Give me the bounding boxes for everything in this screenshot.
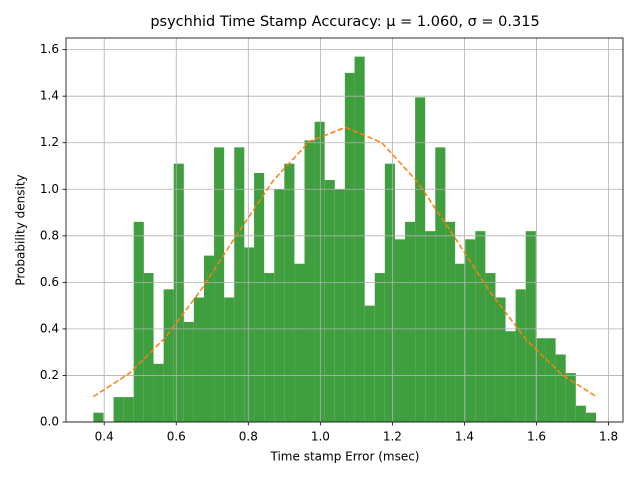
bar [445, 221, 456, 422]
bar [555, 354, 566, 422]
x-tick-label: 1.2 [383, 430, 402, 444]
y-axis-label: Probability density [14, 174, 28, 285]
bar [495, 297, 506, 422]
x-tick-label: 0.4 [95, 430, 114, 444]
bar [163, 289, 174, 422]
bar [354, 56, 365, 422]
x-tick-label: 1.8 [599, 430, 618, 444]
bar [294, 263, 305, 422]
bar [435, 147, 446, 422]
bar [234, 147, 245, 422]
bar [183, 321, 194, 422]
x-axis-label: Time stamp Error (msec) [270, 450, 420, 464]
bar [93, 412, 104, 422]
y-tick-label: 0.6 [40, 275, 59, 289]
bar [575, 405, 586, 422]
bar [535, 338, 546, 422]
y-tick-label: 1.6 [40, 42, 59, 56]
y-tick-label: 1.0 [40, 182, 59, 196]
y-tick-label: 1.2 [40, 135, 59, 149]
bar [304, 140, 315, 422]
bar [113, 397, 124, 422]
x-tick-label: 0.8 [239, 430, 258, 444]
bar [545, 338, 556, 422]
y-tick-label: 0.2 [40, 368, 59, 382]
x-tick-label: 1.4 [455, 430, 474, 444]
bar [123, 397, 134, 422]
bar [274, 189, 285, 422]
bar [284, 163, 295, 422]
fit-curve [92, 126, 597, 398]
bar [585, 412, 596, 422]
bar [193, 297, 204, 422]
bar [505, 331, 516, 422]
bar [244, 247, 255, 422]
bar [565, 373, 576, 422]
bar [224, 297, 235, 422]
y-tick-label: 0.4 [40, 321, 59, 335]
bar [133, 221, 144, 422]
bar [465, 239, 476, 422]
bar [153, 363, 164, 422]
bar [515, 289, 526, 422]
bar [364, 305, 375, 422]
bar [324, 179, 335, 422]
bar [455, 263, 466, 422]
bar [173, 163, 184, 422]
bar [264, 273, 275, 422]
bar [203, 255, 215, 422]
y-tick-label: 0.8 [40, 228, 59, 242]
bar [485, 273, 496, 422]
bar [405, 221, 416, 422]
bar [344, 72, 355, 422]
y-tick-label: 0.0 [40, 415, 59, 429]
bar [425, 231, 436, 422]
bar [384, 163, 395, 422]
bar [143, 273, 154, 422]
bar [374, 273, 385, 422]
x-tick-label: 1.0 [311, 430, 330, 444]
y-tick-label: 1.4 [40, 89, 59, 103]
bar [415, 97, 426, 422]
bar [475, 231, 486, 422]
bar [314, 121, 325, 423]
chart-title: psychhid Time Stamp Accuracy: μ = 1.060,… [150, 14, 539, 30]
bar [214, 147, 225, 422]
x-tick-label: 0.6 [167, 430, 186, 444]
bar [394, 239, 406, 422]
bar [254, 172, 265, 422]
plot-frame [65, 37, 624, 423]
x-tick-label: 1.6 [527, 430, 546, 444]
bar [525, 231, 536, 422]
bar [334, 189, 345, 422]
